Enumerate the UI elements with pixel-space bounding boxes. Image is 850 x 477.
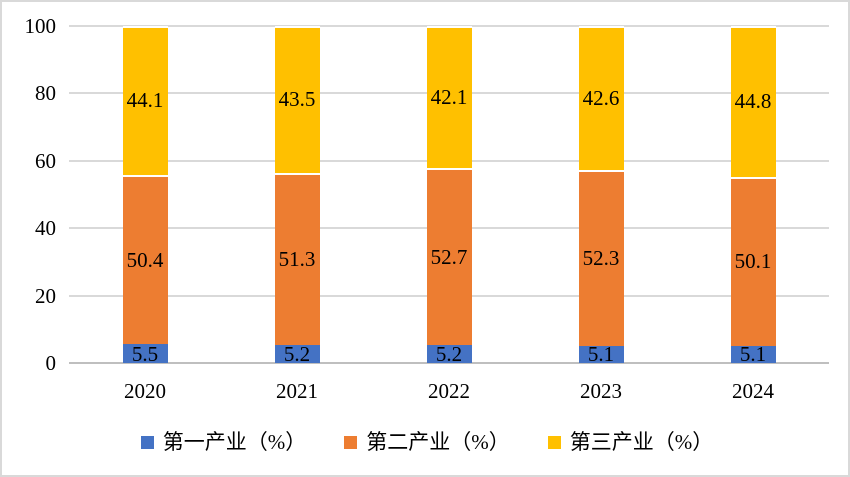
- value-label: 50.4: [126, 247, 164, 272]
- legend-label: 第三产业（%）: [569, 430, 714, 454]
- value-label: 5.1: [587, 342, 615, 367]
- bar-segment: [578, 169, 624, 346]
- legend-item: 第三产业（%）: [547, 430, 714, 454]
- x-axis-label: 2023: [580, 379, 622, 403]
- bar-segment: [730, 176, 776, 346]
- x-axis-label: 2024: [732, 379, 774, 403]
- value-label: 44.1: [126, 88, 164, 113]
- bar-segment: [122, 344, 168, 363]
- bar-segment: [426, 167, 472, 346]
- bar-segment: [578, 345, 624, 363]
- x-axis-label: 2020: [124, 379, 166, 403]
- y-axis-label: 60: [35, 148, 56, 173]
- value-label: 5.5: [131, 341, 159, 366]
- legend-label: 第二产业（%）: [366, 430, 510, 454]
- value-label: 44.8: [734, 89, 772, 114]
- x-axis-label: 2022: [428, 379, 470, 403]
- legend-swatch: [140, 435, 154, 449]
- value-label: 5.2: [283, 342, 311, 367]
- legend: 第一产业（%） 第二产业（%） 第三产业（%）: [2, 429, 848, 455]
- y-axis-label: 0: [45, 351, 57, 375]
- y-axis-label: 80: [35, 81, 56, 106]
- value-label: 43.5: [278, 87, 316, 112]
- value-label: 5.2: [435, 342, 463, 367]
- value-label: 50.1: [734, 249, 772, 274]
- bar-segment: [274, 172, 320, 346]
- y-axis-label: 40: [35, 216, 56, 241]
- value-label: 51.3: [278, 247, 316, 272]
- bar-segment: [274, 26, 320, 173]
- legend-label: 第一产业（%）: [162, 430, 307, 454]
- bar-segment: [730, 26, 776, 177]
- bar-segment: [730, 345, 776, 363]
- value-label: 52.3: [582, 245, 620, 270]
- legend-swatch: [344, 435, 358, 449]
- bar-segment: [578, 26, 624, 170]
- value-label: 52.7: [430, 244, 468, 269]
- x-axis-line: [69, 362, 829, 364]
- legend-item: 第二产业（%）: [344, 430, 510, 454]
- x-axis-label: 2021: [276, 379, 318, 403]
- value-label: 5.1: [739, 342, 767, 367]
- bar-segment: [122, 26, 168, 175]
- legend-item: 第一产业（%）: [140, 430, 307, 454]
- bar-segment: [274, 345, 320, 363]
- bar-segment: [122, 174, 168, 345]
- legend-swatch: [547, 435, 561, 449]
- bar-segment: [426, 345, 472, 363]
- y-axis-label: 20: [35, 283, 56, 308]
- y-axis-label: 100: [24, 14, 57, 38]
- value-label: 42.1: [430, 84, 468, 109]
- bar-segment: [426, 26, 472, 168]
- value-label: 42.6: [582, 85, 620, 110]
